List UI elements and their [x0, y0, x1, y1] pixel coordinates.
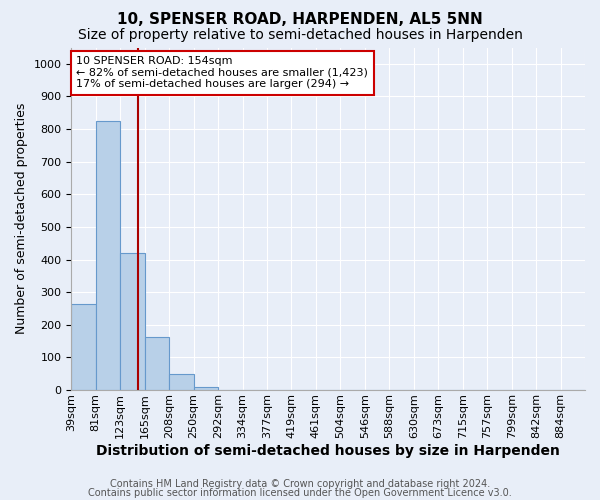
- Text: 10 SPENSER ROAD: 154sqm
← 82% of semi-detached houses are smaller (1,423)
17% of: 10 SPENSER ROAD: 154sqm ← 82% of semi-de…: [76, 56, 368, 90]
- Bar: [71, 304, 96, 390]
- X-axis label: Distribution of semi-detached houses by size in Harpenden: Distribution of semi-detached houses by …: [96, 444, 560, 458]
- Text: Contains public sector information licensed under the Open Government Licence v3: Contains public sector information licen…: [88, 488, 512, 498]
- Text: Size of property relative to semi-detached houses in Harpenden: Size of property relative to semi-detach…: [77, 28, 523, 42]
- Y-axis label: Number of semi-detached properties: Number of semi-detached properties: [15, 103, 28, 334]
- Bar: [194, 387, 218, 390]
- Bar: [169, 374, 194, 390]
- Bar: [120, 253, 145, 390]
- Bar: [145, 337, 169, 390]
- Text: Contains HM Land Registry data © Crown copyright and database right 2024.: Contains HM Land Registry data © Crown c…: [110, 479, 490, 489]
- Bar: [96, 121, 120, 390]
- Text: 10, SPENSER ROAD, HARPENDEN, AL5 5NN: 10, SPENSER ROAD, HARPENDEN, AL5 5NN: [117, 12, 483, 28]
